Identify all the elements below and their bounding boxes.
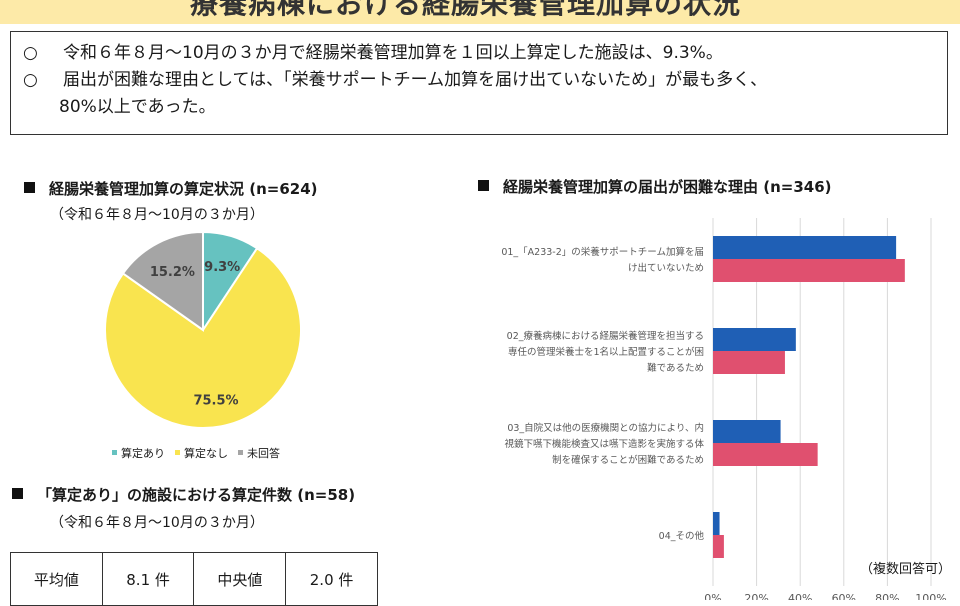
legend-label: 算定なし (184, 447, 228, 460)
pie-chart: 9.3% 75.5% 15.2% (104, 230, 302, 429)
square-bullet-icon (478, 180, 489, 191)
summary-box: ○ 令和６年８月～10月の３か月で経腸栄養管理加算を１回以上算定した施設は、9.… (10, 31, 948, 135)
category-label: け出ていないため (628, 262, 704, 274)
mean-label: 平均値 (10, 552, 103, 606)
category-label: 03_自院又は他の医療機関との協力により、内 (507, 422, 704, 434)
legend-swatch-icon (175, 450, 180, 455)
pie-slice-2 (121, 230, 204, 332)
bar-s0-c0 (713, 236, 897, 259)
bar-s0-c1 (713, 328, 796, 351)
summary-line-2: ○ 届出が困難な理由としては、「栄養サポートチーム加算を届け出ていないため」が最… (23, 67, 935, 94)
legend-label: 算定あり (121, 447, 165, 460)
x-tick-label: 40% (788, 592, 812, 600)
summary-text-2-cont: 80%以上であった。 (59, 97, 216, 117)
x-tick-label: 20% (744, 592, 768, 600)
bar-s1-c2 (713, 443, 818, 466)
stats-subtitle: （令和６年８月～10月の３か月） (50, 515, 264, 531)
category-label: 01_「A233-2」の栄養サポートチーム加算を届 (501, 246, 704, 258)
legend-item-1: 算定なし (175, 445, 228, 461)
pie-slice-1 (104, 246, 302, 429)
x-tick-label: 60% (832, 592, 856, 600)
legend-label: 未回答 (247, 447, 280, 460)
bar-chart: 0% 20% 40% 60% 80% 100% 01_「A233-2」の栄養サポートチーム加… (501, 218, 947, 600)
bar-title: 経腸栄養管理加算の届出が困難な理由 (n=346) (503, 178, 832, 196)
bar-s1-c3 (713, 535, 724, 558)
x-tick-label: 100% (915, 592, 946, 600)
bar-s1-c0 (713, 259, 905, 282)
bar-s1-c1 (713, 351, 785, 374)
pie-legend: 算定あり 算定なし 未回答 (112, 445, 280, 461)
category-label: 難であるため (647, 362, 704, 374)
category-label: 専任の管理栄養士を1名以上配置することが困 (508, 346, 704, 358)
stats-table: 平均値 8.1 件 中央値 2.0 件 (10, 552, 378, 606)
pie-data-label-2: 15.2% (150, 265, 195, 280)
median-value: 2.0 件 (285, 552, 378, 606)
summary-line-1: ○ 令和６年８月～10月の３か月で経腸栄養管理加算を１回以上算定した施設は、9.… (23, 40, 935, 67)
pie-section-title: 経腸栄養管理加算の算定状況 (n=624) (24, 178, 318, 199)
median-label: 中央値 (193, 552, 287, 606)
x-tick-label: 0% (704, 592, 721, 600)
category-label: 視鏡下嚥下機能検査又は嚥下造影を実施する体 (504, 438, 704, 450)
category-label: 02_療養病棟における経腸栄養管理を担当する (507, 330, 704, 342)
legend-item-0: 算定あり (112, 445, 165, 461)
multiple-answer-note: （複数回答可） (860, 562, 952, 577)
category-label: 04_その他 (659, 530, 705, 542)
x-tick-label: 80% (875, 592, 899, 600)
header-band: 療養病棟における経腸栄養管理加算の状況 (0, 0, 960, 24)
legend-swatch-icon (112, 450, 117, 455)
header-title-clipped: 療養病棟における経腸栄養管理加算の状況 (190, 0, 742, 20)
bullet-icon: ○ (23, 43, 38, 63)
pie-subtitle: （令和６年８月～10月の３か月） (50, 207, 264, 223)
square-bullet-icon (12, 488, 23, 499)
stats-section-title: 「算定あり」の施設における算定件数 (n=58) (12, 484, 355, 505)
pie-data-label-0: 9.3% (204, 260, 240, 275)
bar-s0-c3 (713, 512, 720, 535)
pie-data-label-1: 75.5% (193, 393, 238, 408)
mean-value: 8.1 件 (101, 552, 195, 606)
summary-text-2: 届出が困難な理由としては、「栄養サポートチーム加算を届け出ていないため」が最も多… (63, 70, 768, 90)
legend-swatch-icon (238, 450, 243, 455)
square-bullet-icon (24, 182, 35, 193)
category-label: 制を確保することが困難であるため (552, 454, 704, 466)
table-row: 平均値 8.1 件 中央値 2.0 件 (10, 552, 378, 606)
pie-title: 経腸栄養管理加算の算定状況 (n=624) (49, 180, 318, 198)
bullet-icon: ○ (23, 70, 38, 90)
bar-section-title: 経腸栄養管理加算の届出が困難な理由 (n=346) (478, 176, 832, 197)
legend-item-2: 未回答 (238, 445, 280, 461)
stats-title: 「算定あり」の施設における算定件数 (n=58) (37, 486, 356, 504)
bar-s0-c2 (713, 420, 781, 443)
summary-text-1: 令和６年８月～10月の３か月で経腸栄養管理加算を１回以上算定した施設は、9.3%… (63, 43, 723, 63)
